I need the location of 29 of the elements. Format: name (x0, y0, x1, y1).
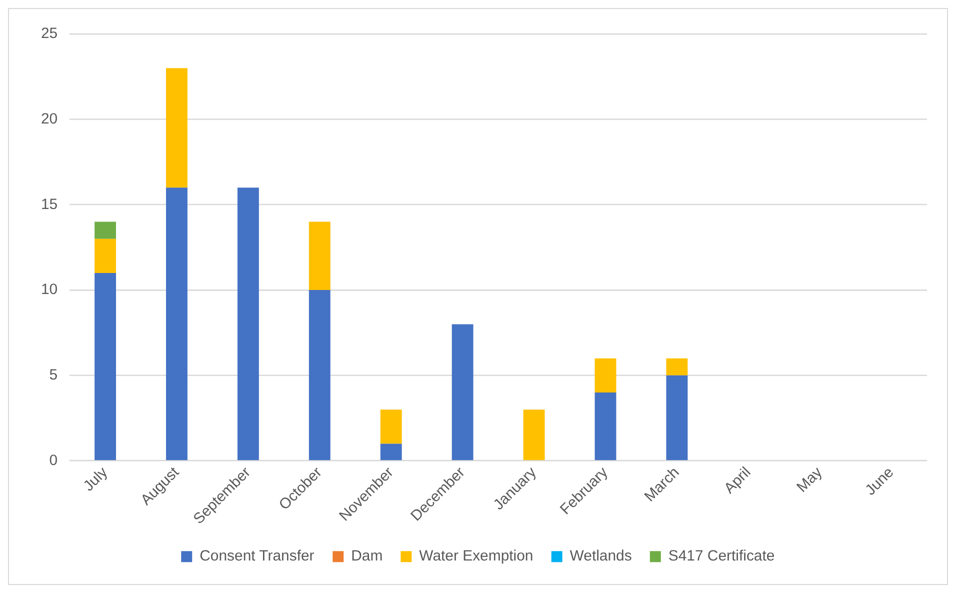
y-tick-label: 10 (40, 281, 58, 298)
x-tick-label: July (80, 464, 112, 495)
y-tick-label: 5 (49, 366, 58, 384)
legend-label: Water Exemption (419, 548, 534, 565)
x-tick-label: May (794, 464, 826, 496)
bar (94, 222, 116, 239)
bar (94, 272, 116, 460)
bar (523, 410, 545, 460)
bar (666, 375, 688, 460)
bar (166, 188, 188, 460)
bar (237, 188, 259, 460)
bar (452, 324, 474, 460)
bar (308, 290, 330, 460)
bar (308, 222, 330, 290)
legend-label: Wetlands (570, 548, 632, 565)
bar (166, 68, 188, 188)
bar (594, 392, 616, 460)
bar (666, 358, 688, 376)
legend-label: Dam (351, 548, 383, 565)
y-tick-label: 25 (40, 25, 58, 42)
bar (380, 410, 402, 444)
bar (380, 444, 402, 460)
bar (594, 358, 616, 393)
bar (94, 238, 116, 273)
legend-label: S417 Certificate (668, 548, 775, 565)
y-tick-label: 20 (40, 110, 58, 128)
y-tick-label: 15 (40, 196, 58, 213)
legend-label: Consent Transfer (200, 548, 314, 565)
y-tick-label: 0 (49, 452, 58, 469)
